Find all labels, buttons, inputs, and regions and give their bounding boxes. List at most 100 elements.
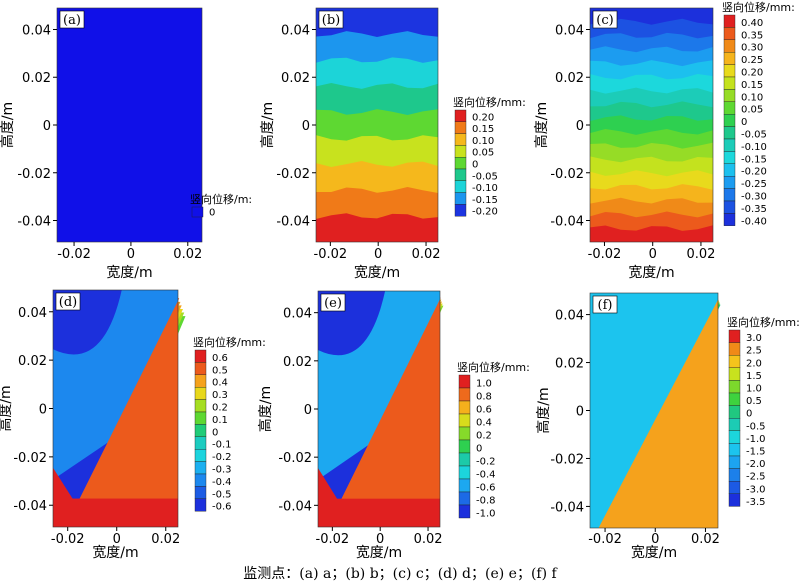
legend-label: 0.20 — [741, 68, 763, 79]
legend-label: 0.05 — [741, 105, 763, 116]
panel-label-text: (e) — [324, 296, 342, 311]
legend-title: 竖向位移/mm: — [457, 360, 530, 374]
legend-swatch — [723, 163, 736, 177]
legend-swatch — [728, 493, 741, 507]
y-tick-label: 0.04 — [555, 309, 584, 324]
legend-swatch — [194, 436, 207, 450]
y-tick-label: -0.02 — [17, 167, 51, 182]
legend-label: -2.0 — [746, 459, 766, 470]
y-tick-label: -0.02 — [550, 452, 584, 467]
panel-label-text: (b) — [322, 13, 340, 28]
legend-swatch — [723, 175, 736, 189]
legend-label: -3.5 — [746, 497, 766, 508]
legend-swatch — [728, 329, 741, 343]
x-tick-label: -0.02 — [51, 532, 85, 547]
legend-label: -0.15 — [741, 154, 767, 165]
y-tick-label: 0.02 — [283, 355, 312, 370]
y-tick-label: -0.02 — [550, 167, 584, 182]
legend-swatch — [194, 399, 207, 413]
legend-swatch — [454, 133, 467, 146]
legend-swatch — [723, 14, 736, 28]
legend-label: 0.30 — [741, 43, 763, 54]
legend-swatch — [454, 156, 467, 170]
contour-field — [316, 8, 438, 243]
panel-1: (b) 0.04 0.02 0 -0.02 -0.04 -0.02 0 0.02 宽度/m 高度/m… — [259, 7, 526, 281]
x-tick-label: 0 — [127, 247, 135, 262]
legend-swatch — [194, 473, 207, 487]
x-tick-label: -0.02 — [588, 532, 622, 547]
legend-label: 0.40 — [741, 18, 763, 29]
legend-swatch — [458, 439, 471, 454]
x-tick-label: -0.02 — [57, 247, 91, 262]
legend-label: 0.25 — [741, 55, 763, 66]
legend-label: -0.2 — [476, 457, 496, 468]
y-tick-label: 0.02 — [555, 71, 584, 86]
legend-label: -0.3 — [212, 465, 232, 476]
y-axis-label: 高度/m — [533, 102, 550, 148]
legend-label: -0.6 — [476, 483, 496, 494]
legend-swatch — [723, 138, 736, 152]
legend-swatch — [728, 380, 741, 394]
legend-swatch — [454, 109, 467, 123]
x-tick-label: 0.02 — [173, 247, 202, 262]
legend-title: 竖向位移/mm: — [193, 335, 266, 349]
x-axis-label: 宽度/m — [106, 264, 152, 281]
x-tick-label: 0.02 — [414, 532, 443, 547]
contour-field — [590, 8, 713, 243]
figure-caption: 监测点：(a) a；(b) b；(c) c；(d) d；(e) e；(f) f — [243, 566, 557, 582]
legend-swatch — [723, 76, 736, 90]
legend-label: -0.05 — [741, 130, 767, 141]
legend-swatch — [194, 349, 207, 363]
contour-field — [318, 291, 444, 527]
panel-label: (a) — [59, 10, 85, 29]
legend: 竖向位移/mm: 0.400.35 0.300.25 0.200.150.10 0.05… — [722, 0, 795, 227]
y-tick-label: 0 — [43, 119, 51, 134]
legend-swatch — [458, 374, 471, 389]
y-tick-label: 0.04 — [281, 23, 310, 38]
legend-title: 竖向位移/m: — [190, 192, 252, 206]
legend-label: -1.0 — [476, 509, 496, 520]
legend-label: 0.10 — [741, 92, 763, 103]
legend-swatch — [728, 418, 741, 432]
legend-swatch — [458, 426, 471, 441]
legend-swatch — [191, 206, 204, 218]
contour-band — [53, 467, 91, 527]
legend: 竖向位移/mm: 1.0 0.8 0.6 0.4 0.2 0 -0.2 -0.4 -0.6 -0.8… — [457, 360, 530, 520]
legend-title: 竖向位移/mm: — [453, 95, 526, 109]
legend-label: 0.2 — [476, 431, 492, 442]
legend-swatch — [723, 89, 736, 103]
contour-band — [318, 468, 355, 527]
legend: 竖向位移/mm: 0.200.150.100.050-0.05-0.10-0.15… — [453, 95, 526, 218]
legend-label: 0.35 — [741, 30, 763, 41]
x-axis-label: 宽度/m — [356, 544, 402, 560]
legend-swatch — [458, 400, 471, 415]
contour-band — [327, 297, 441, 527]
legend-title: 竖向位移/mm: — [727, 315, 800, 329]
panel-label-box — [320, 293, 346, 312]
legend-label: -0.5 — [212, 489, 232, 500]
legend-label: -0.20 — [741, 167, 767, 178]
legend-swatch — [728, 430, 741, 444]
x-axis-label: 宽度/m — [628, 264, 674, 281]
legend-label: -2.5 — [746, 472, 766, 483]
legend-swatch — [723, 213, 736, 226]
y-tick-label: 0.02 — [22, 71, 51, 86]
panel-label: (f) — [592, 295, 618, 314]
panel-label-text: (a) — [63, 13, 81, 28]
legend-swatch — [194, 486, 207, 499]
legend-label: -0.10 — [741, 142, 767, 153]
figure: (a) 0.04 0.02 0 -0.02 -0.04 -0.02 0 0.02 宽度/m 高度/m… — [0, 0, 800, 560]
legend-label: 0.5 — [746, 396, 762, 407]
legend-label: -0.2 — [212, 452, 232, 463]
legend: 竖向位移/m: 0 — [190, 192, 252, 219]
legend-swatch — [454, 192, 467, 205]
panel-0: (a) 0.04 0.02 0 -0.02 -0.04 -0.02 0 0.02 宽度/m 高度/m… — [0, 7, 252, 281]
legend-swatch — [728, 392, 741, 406]
legend-label: 0 — [746, 409, 752, 420]
legend-label: -0.4 — [476, 470, 496, 481]
legend-label: 0.2 — [212, 403, 228, 414]
panel-label-box — [592, 10, 618, 29]
legend-label: 0.20 — [472, 112, 494, 123]
legend-label: 0 — [476, 444, 482, 455]
panel-label-box — [318, 10, 344, 29]
